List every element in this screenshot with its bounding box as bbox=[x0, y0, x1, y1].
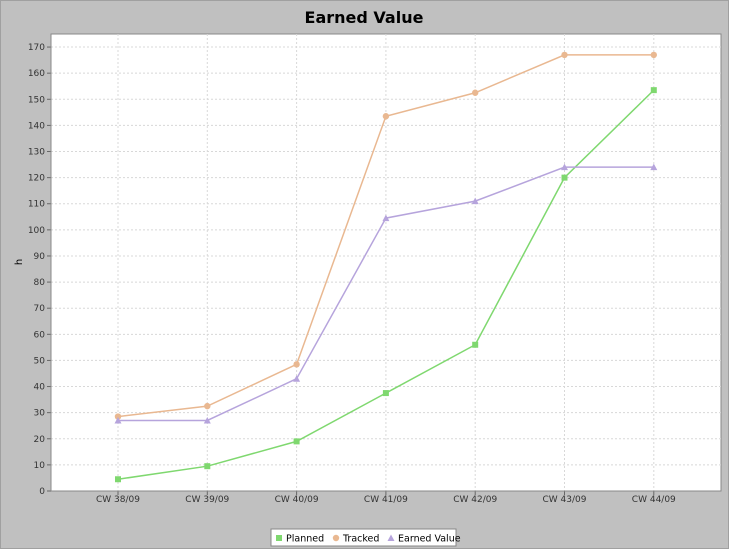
data-point-planned bbox=[472, 341, 479, 348]
y-axis-label: h bbox=[14, 259, 25, 265]
y-tick-label: 100 bbox=[28, 226, 45, 236]
data-point-planned bbox=[115, 476, 121, 483]
data-point-earned-value bbox=[293, 375, 301, 382]
y-tick-label: 170 bbox=[28, 43, 45, 53]
y-tick-label: 10 bbox=[34, 461, 46, 471]
data-point-earned-value bbox=[561, 163, 568, 171]
y-tick-label: 140 bbox=[28, 121, 45, 131]
y-tick-label: 150 bbox=[28, 95, 45, 105]
data-point-planned bbox=[650, 87, 657, 94]
data-point-tracked bbox=[293, 361, 300, 368]
data-point-tracked bbox=[472, 89, 479, 96]
x-tick-label: CW 42/09 bbox=[453, 495, 497, 505]
y-tick-label: 60 bbox=[34, 330, 46, 340]
legend-marker-earned-value bbox=[387, 534, 395, 541]
axes: 0 10 20 30 40 50 60 70 80 90 100 110 120 130 140 150 160… bbox=[28, 34, 721, 505]
legend: Planned Tracked Earned Value bbox=[270, 528, 461, 547]
y-tick-label: 40 bbox=[34, 383, 46, 393]
y-tick-label: 50 bbox=[34, 356, 46, 366]
chart-title: Earned Value bbox=[305, 8, 424, 27]
data-point-planned bbox=[382, 390, 389, 397]
x-tick-label: CW 41/09 bbox=[364, 495, 408, 505]
legend-label-planned: Planned bbox=[286, 534, 324, 545]
y-tick-label: 110 bbox=[28, 200, 45, 210]
y-tick-label: 30 bbox=[34, 409, 46, 419]
data-point-earned-value bbox=[382, 214, 390, 222]
y-tick-label: 70 bbox=[34, 304, 46, 314]
data-point-earned-value bbox=[471, 197, 479, 205]
x-tick-label: CW 44/09 bbox=[632, 495, 676, 505]
data-point-planned bbox=[561, 174, 568, 181]
data-point-earned-value bbox=[114, 416, 122, 424]
x-tick-label: CW 39/09 bbox=[185, 495, 229, 505]
y-tick-label: 80 bbox=[34, 278, 46, 288]
data-point-tracked bbox=[114, 413, 122, 420]
grid-lines bbox=[51, 34, 721, 492]
legend-label-earned-value: Earned Value bbox=[398, 534, 461, 545]
data-point-planned bbox=[204, 463, 211, 470]
legend-box bbox=[270, 528, 457, 547]
legend-label-tracked: Tracked bbox=[342, 534, 379, 545]
x-tick-label: CW 38/09 bbox=[96, 495, 140, 505]
data-point-tracked bbox=[561, 51, 568, 59]
series-markers bbox=[114, 51, 658, 483]
data-point-tracked bbox=[204, 402, 211, 410]
y-tick-label: 20 bbox=[34, 435, 46, 445]
data-point-earned-value bbox=[203, 416, 211, 424]
legend-marker-planned bbox=[276, 535, 282, 541]
data-point-planned bbox=[293, 438, 300, 445]
y-tick-label: 0 bbox=[39, 487, 45, 497]
y-tick-label: 90 bbox=[34, 252, 46, 262]
y-tick-label: 130 bbox=[28, 148, 45, 158]
data-point-tracked bbox=[382, 113, 390, 120]
x-tick-label: CW 40/09 bbox=[275, 495, 319, 505]
y-tick-label: 160 bbox=[28, 69, 45, 79]
y-tick-label: 120 bbox=[28, 174, 45, 184]
data-point-earned-value bbox=[650, 163, 658, 171]
legend-marker-tracked bbox=[332, 534, 340, 542]
data-point-tracked bbox=[650, 51, 657, 59]
x-tick-label: CW 43/09 bbox=[543, 495, 587, 505]
